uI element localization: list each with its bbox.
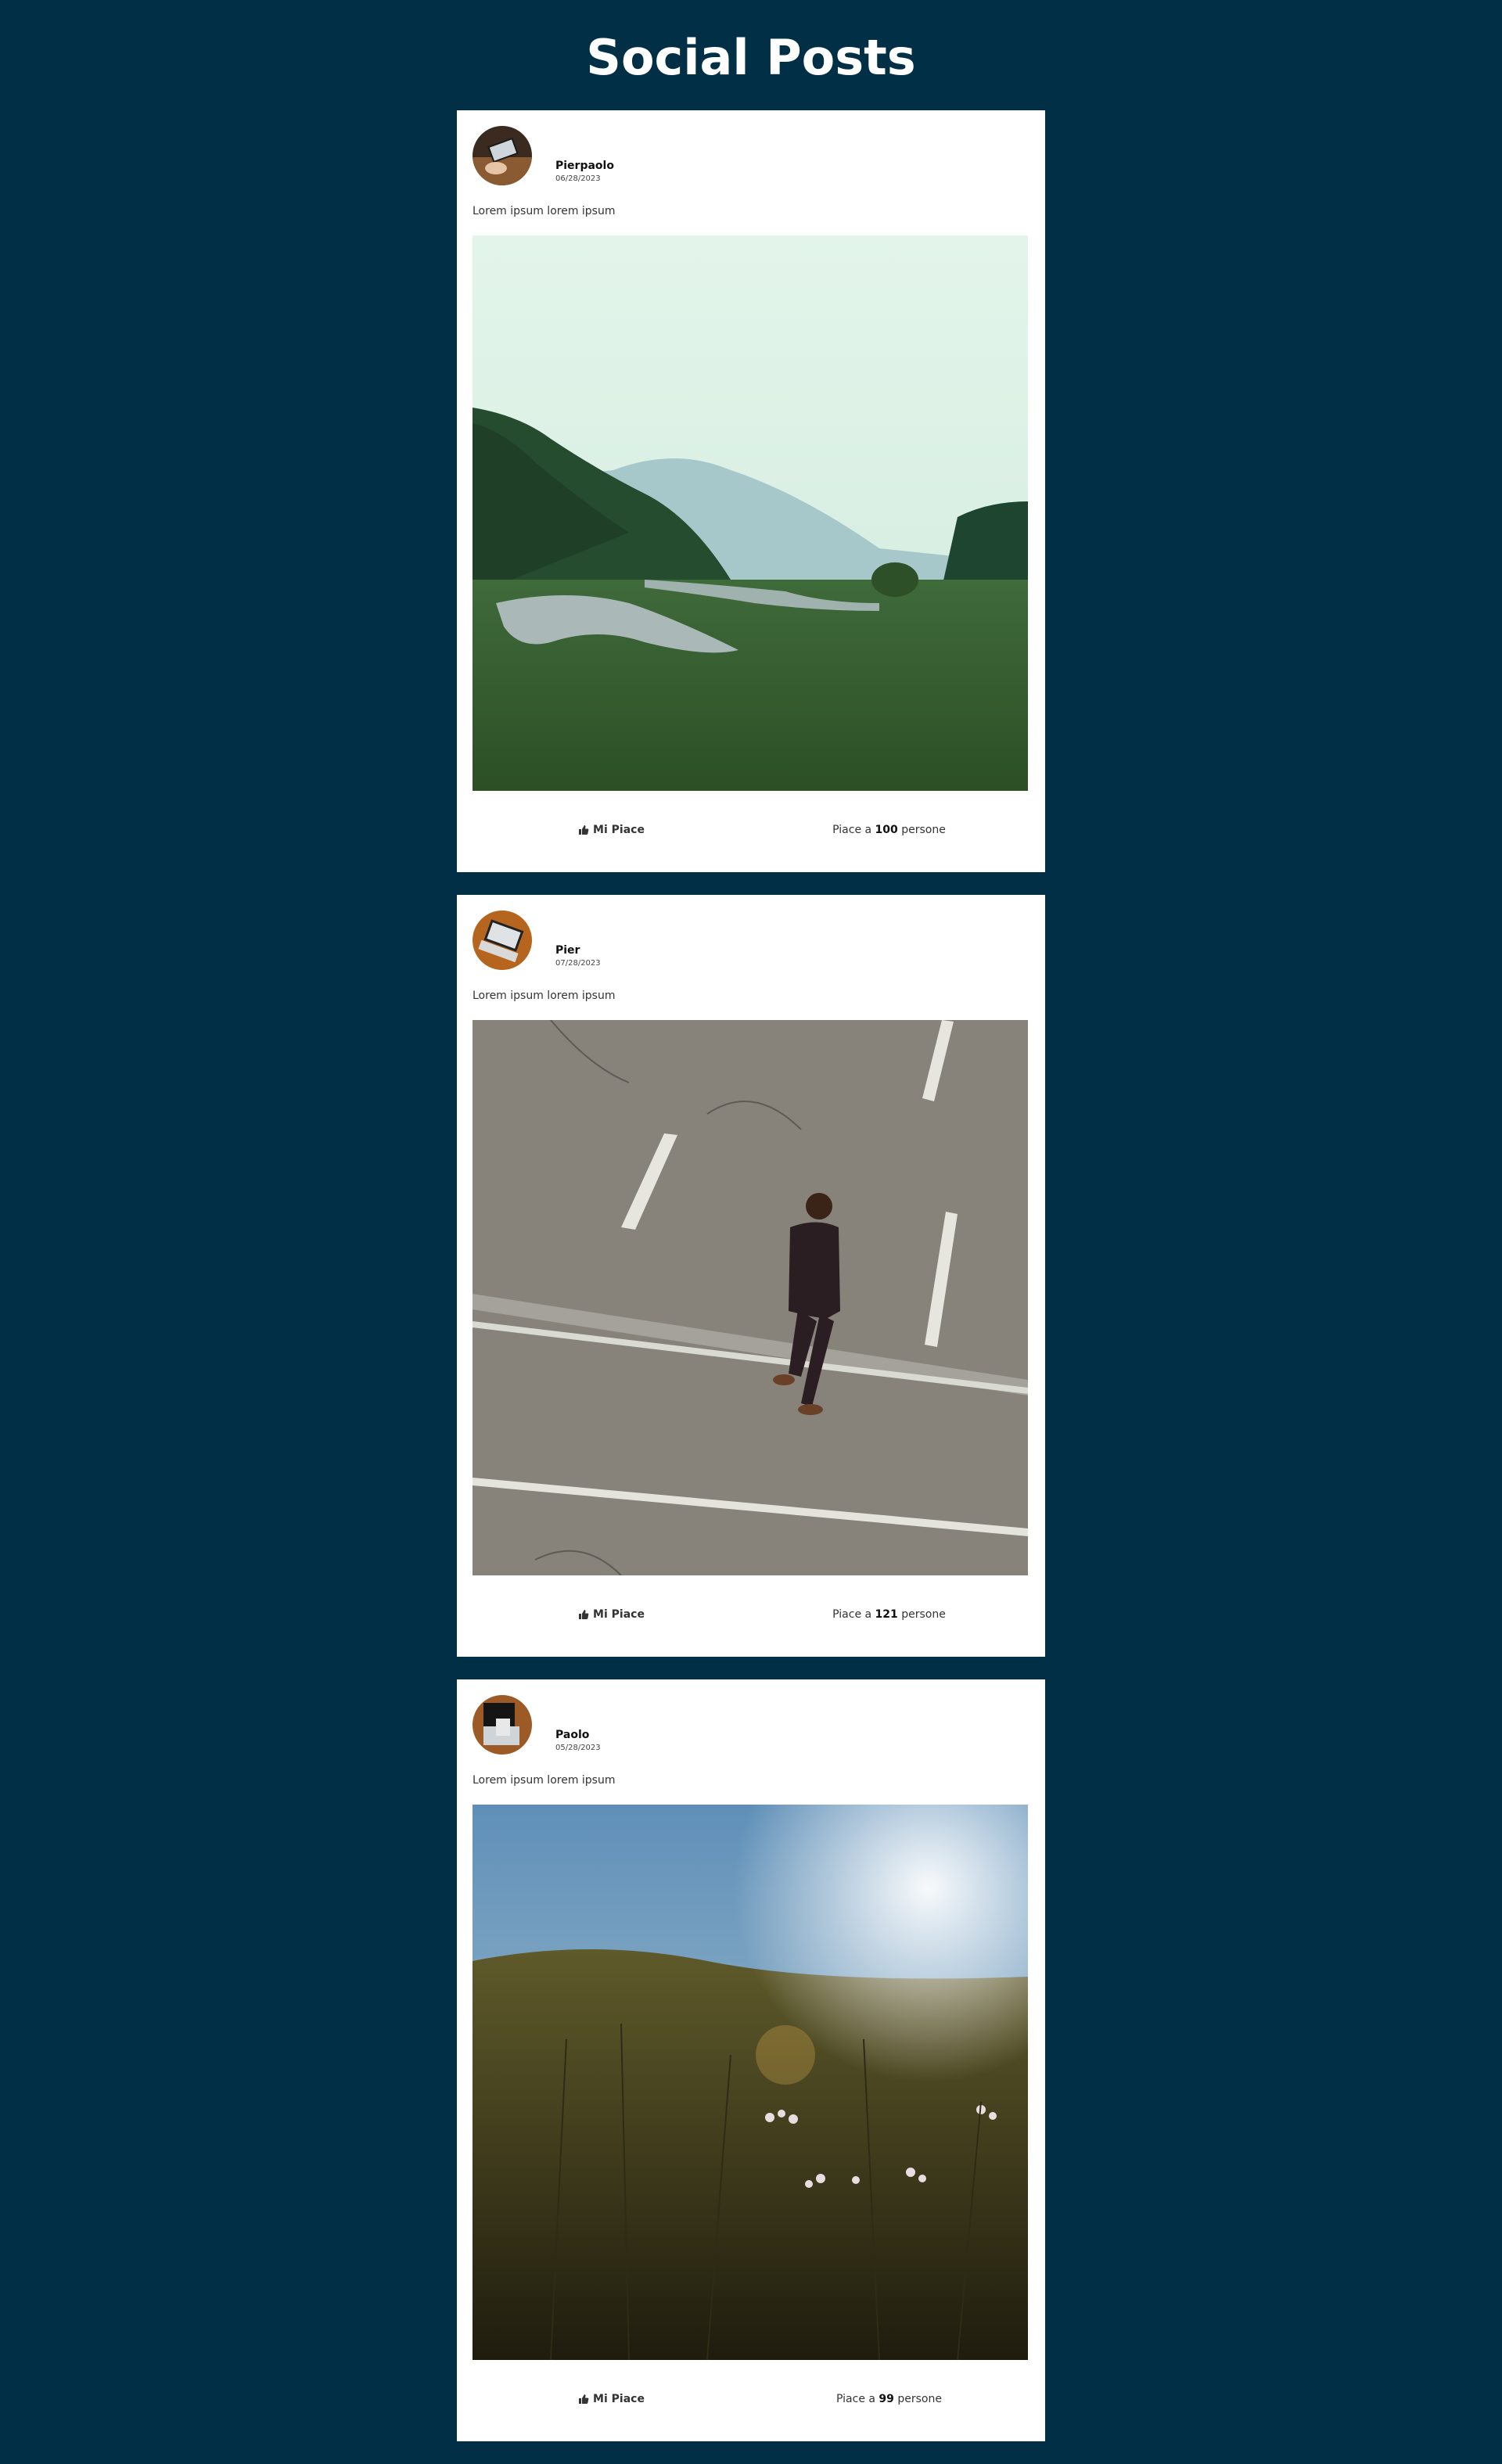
post-card: Pierpaolo 06/28/2023 Lorem ipsum lorem i… (457, 110, 1045, 872)
like-button[interactable]: Mi Piace (473, 2383, 750, 2415)
post-header: Pierpaolo 06/28/2023 (473, 126, 1020, 185)
post-header: Pier 07/28/2023 (473, 911, 1020, 970)
post-footer: Mi Piace Piace a 121 persone (473, 1599, 1028, 1630)
page-title: Social Posts (586, 29, 916, 86)
likes-suffix: persone (893, 2393, 942, 2405)
likes-prefix: Piace a (836, 2393, 879, 2405)
thumbs-up-icon (578, 824, 589, 835)
like-button-label: Mi Piace (593, 1608, 645, 1621)
sunlit-meadow-flowers-image (473, 1805, 1028, 2360)
post-image (473, 1020, 1028, 1575)
likes-suffix: persone (897, 824, 946, 836)
avatar[interactable] (473, 911, 532, 970)
likes-count: 100 (875, 824, 898, 836)
post-image (473, 1805, 1028, 2360)
post-text: Lorem ipsum lorem ipsum (473, 1774, 616, 1787)
avatar[interactable] (473, 1695, 532, 1755)
thumbs-up-icon (578, 1609, 589, 1620)
post-header: Paolo 05/28/2023 (473, 1695, 1020, 1755)
post-date: 05/28/2023 (555, 1744, 601, 1752)
likes-suffix: persone (897, 1608, 946, 1621)
post-card: Pier 07/28/2023 Lorem ipsum lorem ipsum (457, 895, 1045, 1657)
post-text: Lorem ipsum lorem ipsum (473, 205, 616, 217)
likes-count: 99 (879, 2393, 894, 2405)
post-card: Paolo 05/28/2023 Lorem ipsum lorem ipsum (457, 1679, 1045, 2441)
post-date: 07/28/2023 (555, 959, 601, 968)
likes-count: 121 (875, 1608, 898, 1621)
likes-prefix: Piace a (832, 1608, 875, 1621)
thumbs-up-icon (578, 2394, 589, 2405)
post-text: Lorem ipsum lorem ipsum (473, 990, 616, 1002)
author-name[interactable]: Paolo (555, 1729, 590, 1741)
man-walking-on-road-image (473, 1020, 1028, 1575)
likes-counter: Piace a 99 persone (750, 2383, 1028, 2415)
avatar[interactable] (473, 126, 532, 185)
likes-counter: Piace a 100 persone (750, 814, 1028, 846)
like-button[interactable]: Mi Piace (473, 1599, 750, 1630)
like-button[interactable]: Mi Piace (473, 814, 750, 846)
likes-counter: Piace a 121 persone (750, 1599, 1028, 1630)
like-button-label: Mi Piace (593, 2393, 645, 2405)
post-footer: Mi Piace Piace a 100 persone (473, 814, 1028, 846)
post-image (473, 235, 1028, 791)
author-name[interactable]: Pier (555, 944, 580, 957)
author-name[interactable]: Pierpaolo (555, 160, 614, 172)
likes-prefix: Piace a (832, 824, 875, 836)
post-date: 06/28/2023 (555, 174, 601, 183)
post-footer: Mi Piace Piace a 99 persone (473, 2383, 1028, 2415)
like-button-label: Mi Piace (593, 824, 645, 836)
misty-lake-landscape-image (473, 235, 1028, 791)
